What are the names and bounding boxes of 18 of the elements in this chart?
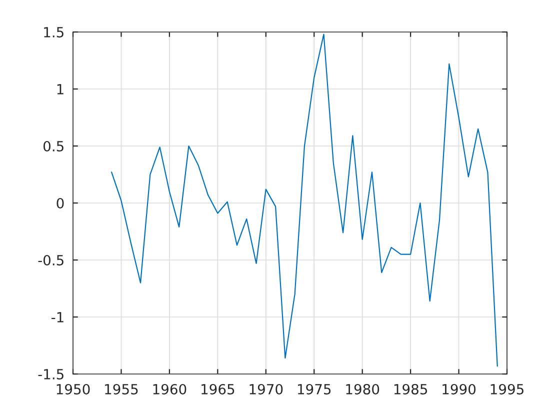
- y-tick-label: 1.5: [44, 27, 64, 38]
- x-tick-label: 1970: [250, 384, 283, 394]
- x-tick-label: 1975: [298, 384, 331, 394]
- y-tick-label: 0: [56, 198, 64, 208]
- y-tick-label: -1.5: [38, 369, 64, 380]
- y-tick-label: 1: [57, 84, 64, 94]
- y-tick-label: -0.5: [38, 254, 64, 266]
- line-series: [111, 34, 498, 367]
- x-tick-label: 1980: [346, 384, 380, 394]
- x-tick-label: 1985: [394, 384, 428, 394]
- x-tick-label: 1955: [105, 384, 138, 394]
- x-tick-label: 1990: [442, 384, 476, 394]
- y-tick-label: 0.5: [43, 140, 64, 152]
- x-tick-label: 1960: [153, 384, 186, 394]
- x-tick-label: 1950: [56, 384, 90, 394]
- y-tick-label: -1: [52, 312, 64, 322]
- x-tick-label: 1995: [490, 384, 524, 394]
- x-tick-label: 1965: [202, 384, 234, 394]
